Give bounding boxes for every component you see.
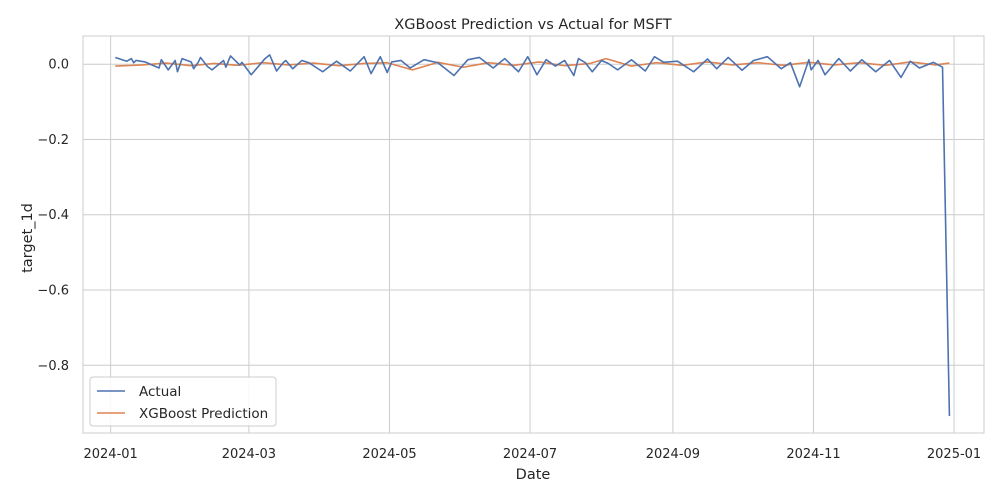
- y-tick-label: −0.2: [37, 133, 69, 148]
- y-tick-label: −0.8: [37, 359, 69, 374]
- y-axis-label: target_1d: [20, 203, 36, 273]
- series-layer: [115, 54, 951, 417]
- y-gridlines: [83, 63, 984, 366]
- x-tick-label: 2024-01: [83, 447, 137, 462]
- legend-box: [89, 376, 277, 427]
- x-tick-label: 2024-05: [362, 447, 416, 462]
- x-tick-labels: 2024-01 2024-03 2024-05 2024-07 2024-09 2024-…: [83, 447, 981, 462]
- y-tick-label: −0.4: [37, 208, 69, 223]
- x-tick-label: 2024-11: [786, 447, 840, 462]
- chart-title: XGBoost Prediction vs Actual for MSFT: [394, 17, 671, 33]
- legend: Actual XGBoost Prediction: [89, 376, 277, 427]
- y-tick-label: 0.0: [48, 58, 69, 73]
- series-line-actual: [115, 54, 951, 417]
- x-axis-label: Date: [516, 467, 551, 483]
- series-line-xgboost-prediction: [115, 57, 950, 71]
- x-tick-label: 2024-09: [646, 447, 700, 462]
- x-gridlines: [110, 36, 955, 433]
- y-tick-label: −0.6: [37, 284, 69, 299]
- plot-area: [82, 35, 985, 434]
- x-tick-label: 2024-07: [503, 447, 557, 462]
- x-tick-label: 2025-01: [927, 447, 981, 462]
- x-tick-label: 2024-03: [222, 447, 276, 462]
- legend-label-actual: Actual: [139, 384, 181, 400]
- y-tick-labels: 0.0 −0.2 −0.4 −0.6 −0.8: [37, 58, 69, 374]
- legend-label-xgboost-prediction: XGBoost Prediction: [139, 406, 268, 422]
